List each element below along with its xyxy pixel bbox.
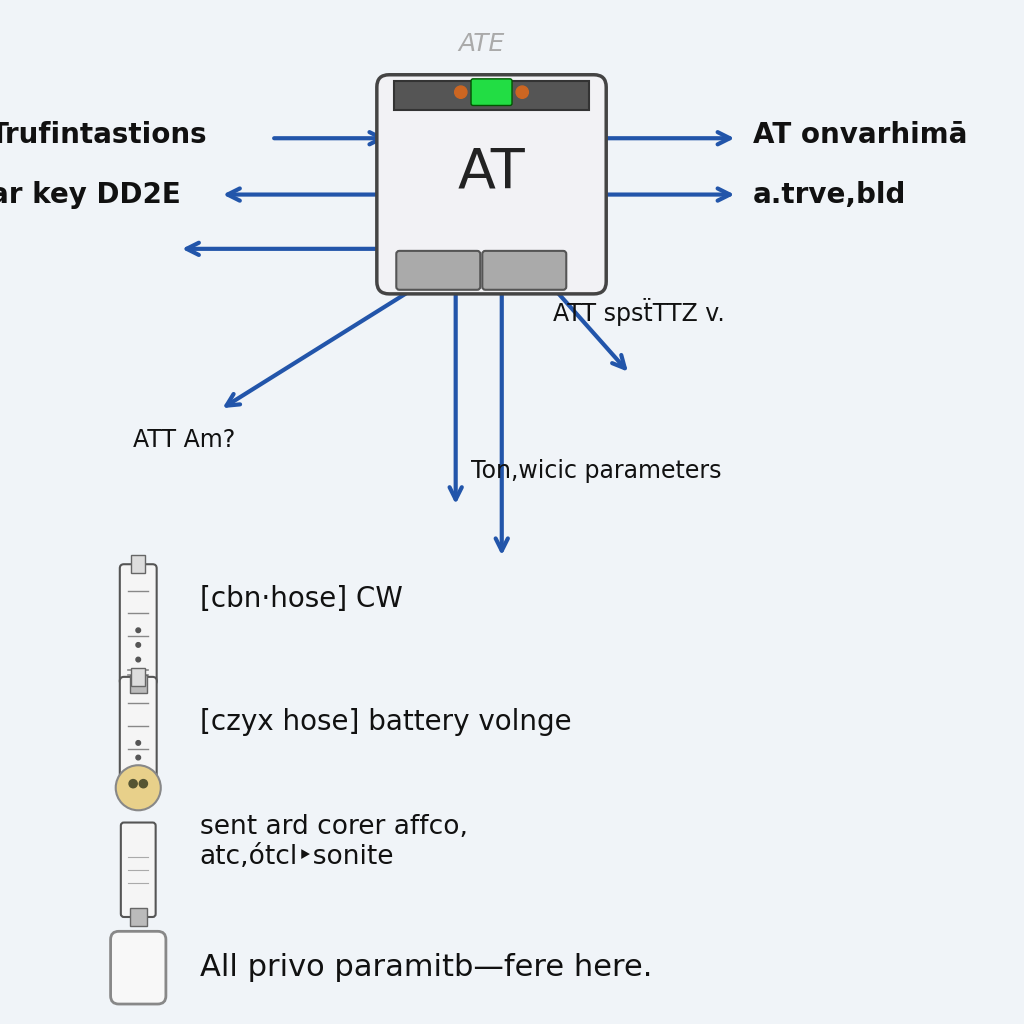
FancyBboxPatch shape [471,79,512,105]
Bar [130,787,146,806]
Circle shape [136,770,140,774]
Circle shape [455,86,467,98]
Text: a.trve,bld: a.trve,bld [753,180,906,209]
FancyBboxPatch shape [482,251,566,290]
Circle shape [136,628,140,633]
Text: ATE: ATE [458,33,505,56]
Circle shape [136,657,140,662]
Circle shape [136,643,140,647]
Text: ar key DD2E: ar key DD2E [0,180,180,209]
Text: AT onvarhimā: AT onvarhimā [753,121,967,150]
Bar [130,675,146,693]
Bar [394,81,589,110]
Bar [131,668,145,686]
Text: ATT spsẗTTZ v.: ATT spsẗTTZ v. [553,298,725,327]
FancyBboxPatch shape [377,75,606,294]
Text: [cbn·hose] CW: [cbn·hose] CW [200,585,402,613]
Circle shape [129,779,137,787]
Bar [131,555,145,573]
Circle shape [136,756,140,760]
FancyBboxPatch shape [396,251,480,290]
FancyBboxPatch shape [111,932,166,1004]
Circle shape [136,740,140,745]
Circle shape [516,86,528,98]
Text: Trufintastions: Trufintastions [0,121,208,150]
Circle shape [116,765,161,810]
FancyBboxPatch shape [120,564,157,685]
Text: [czyx hose] battery volnge: [czyx hose] battery volnge [200,708,571,736]
Text: sent ard corer affco,
atc,ótcl‣sonite: sent ard corer affco, atc,ótcl‣sonite [200,814,468,869]
Text: All privo paramitb—fere here.: All privo paramitb—fere here. [200,953,652,982]
Text: Ton,wicic parameters: Ton,wicic parameters [471,459,722,483]
Circle shape [139,779,147,787]
Text: AT: AT [458,145,525,199]
FancyBboxPatch shape [121,822,156,918]
Bar [130,907,146,926]
Text: ATT Am?: ATT Am? [133,428,236,453]
FancyBboxPatch shape [120,677,157,798]
